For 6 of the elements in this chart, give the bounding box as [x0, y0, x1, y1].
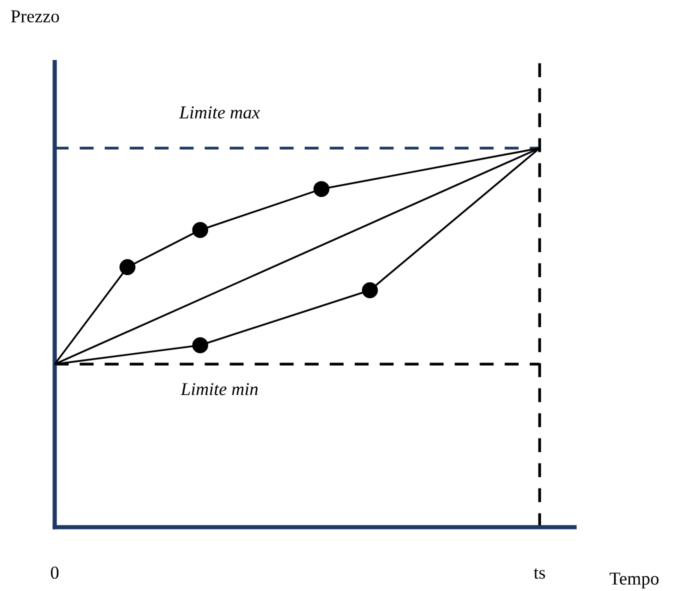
x-tick-label: ts	[534, 568, 546, 579]
ref-line-label: Limite min	[180, 383, 258, 396]
x-tick-label: 0	[50, 566, 59, 579]
x-axis-title: Tempo	[610, 572, 659, 588]
text: Prezzo	[11, 10, 59, 22]
ref-line-label: Limite max	[179, 106, 260, 119]
